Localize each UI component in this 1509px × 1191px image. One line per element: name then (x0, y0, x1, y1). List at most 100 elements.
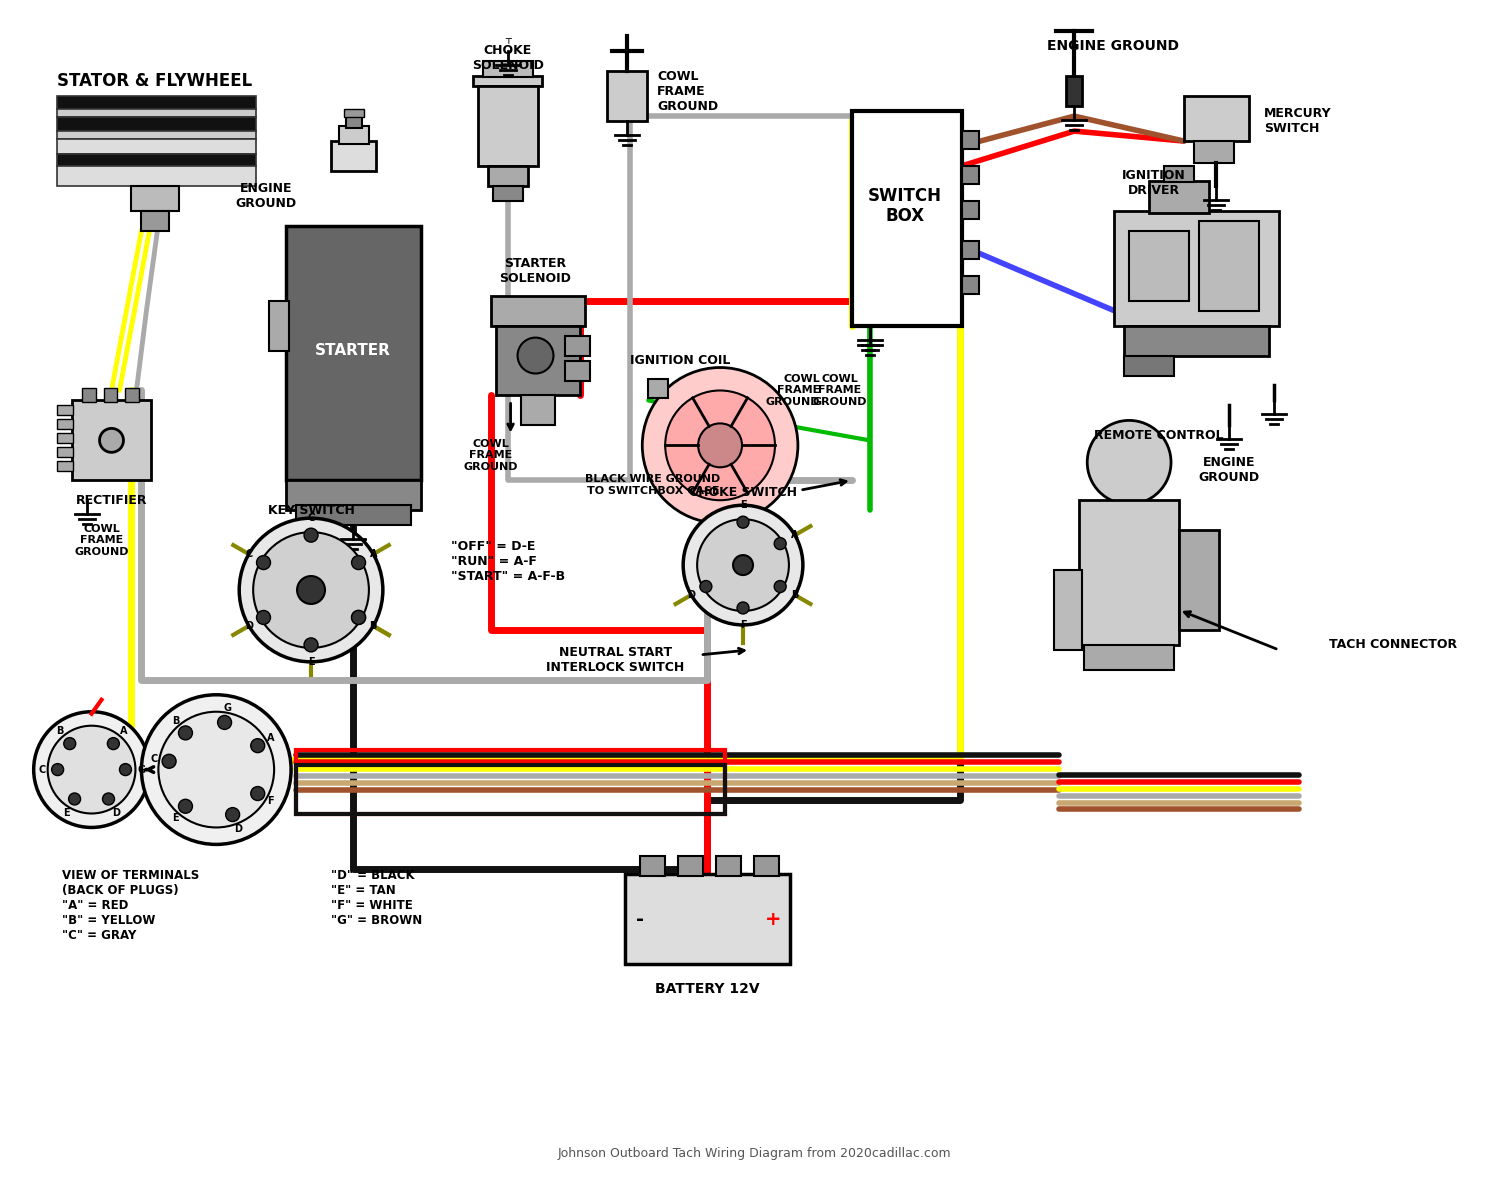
Circle shape (178, 727, 193, 740)
Text: D: D (244, 621, 254, 631)
Text: G: G (137, 765, 145, 774)
Circle shape (257, 611, 270, 624)
FancyBboxPatch shape (1148, 181, 1209, 213)
Text: ⊤: ⊤ (504, 37, 512, 45)
Circle shape (736, 516, 748, 528)
Text: B: B (791, 590, 798, 600)
FancyBboxPatch shape (344, 110, 364, 117)
Text: STARTER: STARTER (315, 343, 391, 358)
Circle shape (303, 638, 318, 651)
Text: IGNITION COIL: IGNITION COIL (629, 354, 730, 367)
Text: NEUTRAL START
INTERLOCK SWITCH: NEUTRAL START INTERLOCK SWITCH (546, 646, 685, 674)
FancyBboxPatch shape (851, 111, 961, 325)
FancyBboxPatch shape (472, 76, 543, 86)
FancyBboxPatch shape (57, 131, 257, 139)
FancyBboxPatch shape (1179, 530, 1219, 630)
Circle shape (178, 799, 193, 813)
Text: RECTIFIER: RECTIFIER (75, 494, 148, 506)
Circle shape (352, 611, 365, 624)
Text: COWL
FRAME
GROUND: COWL FRAME GROUND (812, 374, 868, 407)
FancyBboxPatch shape (131, 186, 180, 211)
Circle shape (103, 793, 115, 805)
Circle shape (643, 368, 798, 523)
FancyBboxPatch shape (125, 388, 139, 403)
Text: COWL
FRAME
GROUND: COWL FRAME GROUND (74, 524, 128, 556)
FancyBboxPatch shape (487, 166, 528, 186)
Text: F: F (370, 621, 377, 631)
FancyBboxPatch shape (1055, 570, 1082, 650)
Circle shape (352, 611, 365, 624)
Text: BLACK WIRE GROUND
TO SWITCHBOX CASE: BLACK WIRE GROUND TO SWITCHBOX CASE (585, 474, 720, 497)
FancyBboxPatch shape (678, 856, 703, 877)
Text: E: E (739, 500, 747, 510)
FancyBboxPatch shape (1079, 500, 1179, 644)
FancyBboxPatch shape (961, 241, 979, 258)
FancyBboxPatch shape (495, 325, 581, 395)
Text: ENGINE GROUND: ENGINE GROUND (1047, 39, 1179, 54)
Text: CHOKE
SOLENOID: CHOKE SOLENOID (472, 44, 543, 73)
Text: B: B (56, 727, 63, 736)
Circle shape (158, 712, 275, 828)
Text: E: E (172, 812, 180, 823)
Text: A: A (370, 549, 377, 559)
FancyBboxPatch shape (287, 480, 421, 510)
FancyBboxPatch shape (57, 166, 257, 186)
Text: SWITCH
BOX: SWITCH BOX (868, 187, 942, 225)
FancyBboxPatch shape (340, 126, 368, 144)
Text: F: F (267, 796, 275, 806)
Circle shape (217, 716, 231, 729)
Circle shape (257, 555, 270, 569)
Circle shape (142, 694, 291, 844)
Circle shape (665, 391, 776, 500)
Text: BATTERY 12V: BATTERY 12V (655, 983, 759, 996)
FancyBboxPatch shape (649, 379, 668, 399)
FancyBboxPatch shape (1085, 644, 1174, 669)
Text: A: A (119, 727, 127, 736)
FancyBboxPatch shape (961, 276, 979, 294)
Text: A: A (791, 530, 798, 541)
Text: C: C (244, 549, 252, 559)
FancyBboxPatch shape (483, 61, 533, 77)
Circle shape (774, 537, 786, 549)
Text: A: A (267, 734, 275, 743)
Text: F: F (739, 621, 747, 630)
Circle shape (51, 763, 63, 775)
Text: B: B (172, 717, 180, 727)
FancyBboxPatch shape (104, 388, 118, 403)
FancyBboxPatch shape (1185, 96, 1249, 141)
Circle shape (297, 576, 324, 604)
Circle shape (48, 725, 136, 813)
Text: D: D (687, 590, 696, 600)
FancyBboxPatch shape (566, 336, 590, 356)
FancyBboxPatch shape (330, 141, 376, 172)
FancyBboxPatch shape (142, 211, 169, 231)
FancyBboxPatch shape (1124, 325, 1269, 356)
FancyBboxPatch shape (717, 856, 741, 877)
Circle shape (254, 532, 368, 648)
Circle shape (733, 555, 753, 575)
Circle shape (68, 793, 80, 805)
FancyBboxPatch shape (1163, 166, 1194, 182)
FancyBboxPatch shape (754, 856, 779, 877)
Circle shape (240, 518, 383, 662)
Circle shape (250, 786, 264, 800)
FancyBboxPatch shape (1114, 211, 1278, 325)
Text: B: B (370, 621, 377, 631)
Text: +: + (765, 910, 782, 929)
FancyBboxPatch shape (346, 116, 362, 129)
Circle shape (1086, 420, 1171, 504)
FancyBboxPatch shape (607, 71, 647, 121)
Text: COWL
FRAME
GROUND: COWL FRAME GROUND (658, 70, 718, 113)
FancyBboxPatch shape (71, 400, 151, 480)
FancyBboxPatch shape (57, 461, 72, 472)
Text: D: D (113, 807, 121, 818)
FancyBboxPatch shape (57, 448, 72, 457)
Text: C: C (38, 765, 45, 774)
Text: ENGINE
GROUND: ENGINE GROUND (235, 182, 297, 210)
FancyBboxPatch shape (625, 874, 789, 965)
FancyBboxPatch shape (1194, 141, 1234, 163)
FancyBboxPatch shape (1067, 76, 1082, 106)
Text: Johnson Outboard Tach Wiring Diagram from 2020cadillac.com: Johnson Outboard Tach Wiring Diagram fro… (557, 1147, 951, 1160)
FancyBboxPatch shape (57, 117, 257, 131)
Circle shape (33, 712, 149, 828)
